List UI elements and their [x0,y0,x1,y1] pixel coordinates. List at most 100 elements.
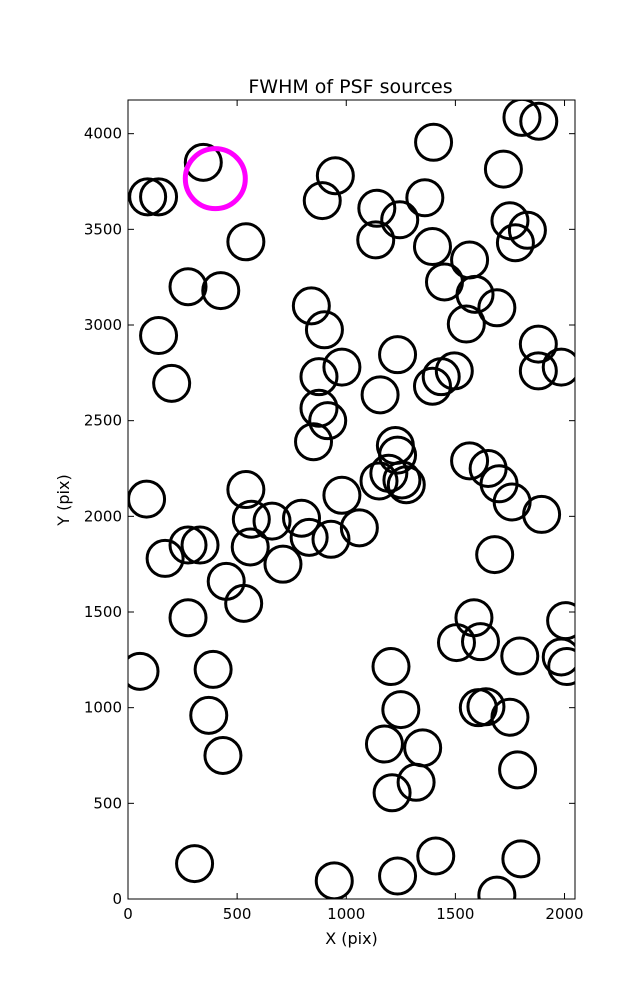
psf-source-marker [322,347,362,387]
psf-source-marker [359,461,399,501]
psf-source-marker [339,508,379,548]
psf-source-marker [180,525,220,565]
psf-source-marker [183,142,223,182]
y-tick-label: 4000 [84,125,122,143]
psf-source-marker [378,856,418,896]
psf-source-marker [226,470,266,510]
psf-source-marker [314,861,354,899]
psf-source-marker [128,651,160,691]
psf-source-marker [495,223,535,263]
psf-source-marker [519,101,559,141]
psf-source-marker [231,499,271,539]
psf-source-marker [189,695,229,735]
psf-source-marker [436,623,476,663]
psf-source-marker [364,724,404,764]
psf-source-marker [252,501,292,541]
psf-source-marker [168,267,208,307]
psf-source-marker [299,357,339,397]
y-tick-label: 3500 [84,220,122,238]
psf-source-marker [152,363,192,403]
axis-ticks: 0 500 1000 1500 2000 0 500 1000 1500 2000 2500 3000… [84,100,584,923]
psf-source-marker [372,773,412,813]
psf-source-marker [226,222,266,262]
psf-source-marker [193,649,233,689]
psf-source-marker [541,637,575,677]
y-axis-label: Y (pix) [54,474,73,526]
y-tick-label: 500 [93,794,122,812]
psf-source-marker [224,583,264,623]
y-tick-label: 3000 [84,316,122,334]
psf-source-marker [203,736,243,776]
psf-source-marker [139,177,179,217]
psf-source-marker [360,375,400,415]
psf-source-marker [378,435,418,475]
psf-source-marker [381,690,421,730]
psf-source-marker [289,517,329,557]
psf-source-marker [502,100,542,137]
psf-source-marker [518,324,558,364]
psf-source-marker [483,149,523,189]
psf-source-marker [412,227,452,267]
psf-source-marker [518,351,558,391]
y-tick-label: 1000 [84,699,122,717]
psf-source-marker [168,598,208,638]
psf-source-marker [201,271,241,311]
psf-source-marker [386,465,426,505]
psf-source-marker [230,527,270,567]
x-tick-label: 0 [123,905,133,923]
psf-source-marker [477,875,517,899]
y-tick-label: 1500 [84,603,122,621]
psf-source-marker [490,697,530,737]
psf-source-marker [302,181,342,221]
psf-source-marker [547,647,575,687]
psf-source-marker [380,200,420,240]
psf-source-marker [206,561,246,601]
psf-source-marker [498,750,538,790]
psf-source-marker [128,177,168,217]
psf-source-marker [416,836,456,876]
psf-source-marker [477,288,517,328]
psf-source-marker [311,519,351,559]
psf-source-marker [382,460,422,500]
psf-source-marker [460,622,500,662]
psf-source-marker [315,156,355,196]
x-tick-label: 1500 [436,905,474,923]
psf-source-marker [263,544,303,584]
psf-source-marker [446,304,486,344]
y-tick-label: 0 [112,890,122,908]
psf-source-marker [403,728,443,768]
psf-source-marker [378,335,418,375]
psf-source-marker [405,178,445,218]
psf-source-marker [412,366,452,406]
plot-frame [127,99,576,900]
psf-source-marker [308,401,348,441]
psf-source-marker [500,636,540,676]
psf-source-marker [454,598,494,638]
y-tick-label: 2000 [84,507,122,525]
psf-source-marker [546,601,575,641]
psf-source-marker [145,538,185,578]
psf-source-marker [291,286,331,326]
psf-source-marker [299,388,339,428]
source-markers [128,100,575,899]
psf-source-marker [455,274,495,314]
x-tick-label: 1000 [327,905,365,923]
psf-source-marker [466,687,506,727]
psf-source-marker [322,475,362,515]
psf-source-marker [450,441,490,481]
psf-source-marker [396,762,436,802]
psf-source-marker [501,839,541,879]
x-axis-label: X (pix) [325,929,378,948]
psf-source-marker [282,498,322,538]
psf-source-marker [507,210,547,250]
psf-source-marker [304,310,344,350]
psf-source-marker [475,535,515,575]
psf-source-marker [139,316,179,356]
psf-source-marker [356,220,396,260]
psf-source-marker [371,647,411,687]
psf-source-marker [541,347,575,387]
x-tick-label: 500 [223,905,252,923]
psf-source-marker [522,494,562,534]
y-tick-label: 2500 [84,412,122,430]
